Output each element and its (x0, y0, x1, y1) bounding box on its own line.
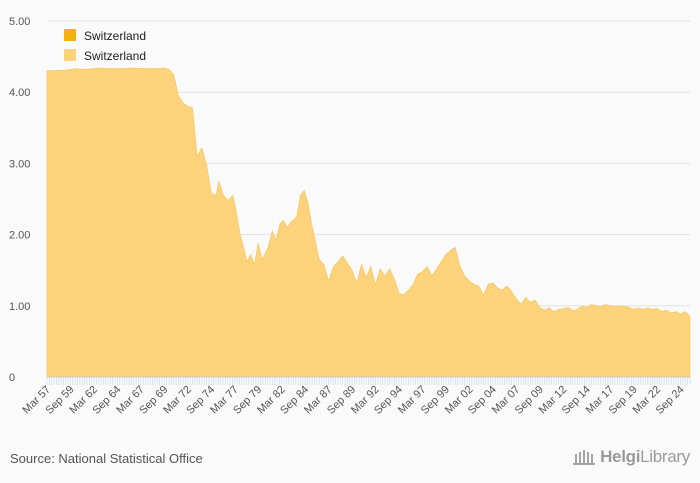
logo-brand: Helgi (600, 447, 641, 466)
legend-swatch-1[interactable] (64, 49, 76, 61)
y-tick-label: 3.00 (9, 158, 30, 170)
y-axis: 0 1.00 2.00 3.00 4.00 5.00 (9, 16, 30, 384)
y-tick-label: 4.00 (9, 87, 30, 99)
y-tick-label: 1.00 (9, 301, 30, 313)
series-area-switzerland (46, 67, 691, 378)
y-tick-label: 5.00 (9, 16, 30, 28)
legend-swatch-0[interactable] (64, 29, 76, 41)
helgilibrary-logo[interactable]: HelgiLibrary (572, 447, 690, 467)
library-building-icon (573, 450, 596, 465)
y-tick-label: 0 (9, 372, 15, 384)
legend-label-0[interactable]: Switzerland (84, 29, 146, 43)
source-note: Source: National Statistical Office (10, 451, 203, 466)
legend[interactable]: Switzerland Switzerland (64, 29, 146, 63)
legend-label-1[interactable]: Switzerland (84, 49, 146, 63)
logo-suffix: Library (640, 447, 690, 466)
y-tick-label: 2.00 (9, 230, 30, 242)
